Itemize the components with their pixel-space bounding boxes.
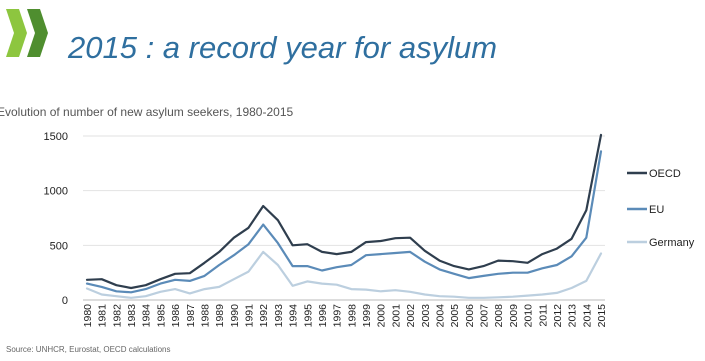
x-tick-label: 1995 xyxy=(302,304,314,328)
oecd-logo-chevron-left xyxy=(6,9,27,57)
x-tick-label: 1987 xyxy=(185,304,197,328)
legend: OECD EU Germany xyxy=(627,168,695,249)
x-tick-label: 1985 xyxy=(155,304,167,328)
x-tick-label: 1981 xyxy=(97,304,109,328)
x-tick-label: 2008 xyxy=(493,304,505,328)
y-tick-labels: 0 500 1000 1500 xyxy=(44,131,68,307)
x-tick-label: 1994 xyxy=(288,304,300,328)
x-tick-label: 1998 xyxy=(346,304,358,328)
x-tick-label: 2013 xyxy=(567,304,579,328)
x-tick-label: 2012 xyxy=(552,304,564,328)
x-tick-label: 2000 xyxy=(376,304,388,328)
legend-label-eu: EU xyxy=(649,204,664,216)
y-tick-label: 1500 xyxy=(44,131,68,143)
y-tick-label: 1000 xyxy=(44,186,68,198)
series-line-germany xyxy=(85,250,603,299)
x-tick-label: 1990 xyxy=(229,304,241,328)
legend-label-germany: Germany xyxy=(649,237,695,249)
x-tick-label: 1996 xyxy=(317,304,329,328)
y-tick-label: 500 xyxy=(50,240,68,252)
x-tick-label: 1982 xyxy=(111,304,123,328)
x-tick-label: 2015 xyxy=(596,304,608,328)
x-tick-label: 2001 xyxy=(390,304,402,328)
x-tick-label: 1988 xyxy=(199,304,211,328)
x-tick-label: 2002 xyxy=(405,304,417,328)
oecd-logo xyxy=(6,9,48,57)
x-tick-label: 2007 xyxy=(479,304,491,328)
x-tick-label: 1984 xyxy=(141,304,153,328)
x-tick-label: 2010 xyxy=(523,304,535,328)
x-tick-label: 2003 xyxy=(420,304,432,328)
series-line-oecd xyxy=(85,133,603,290)
chart-subtitle: Evolution of number of new asylum seeker… xyxy=(0,105,294,119)
y-tick-label: 0 xyxy=(62,295,68,307)
x-tick-label: 2005 xyxy=(449,304,461,328)
x-tick-label: 1986 xyxy=(170,304,182,328)
source-note: Source: UNHCR, Eurostat, OECD calculatio… xyxy=(6,345,171,354)
x-tick-label: 2006 xyxy=(464,304,476,328)
grid-lines xyxy=(83,135,605,301)
x-tick-label: 2009 xyxy=(508,304,520,328)
x-tick-label: 1992 xyxy=(258,304,270,328)
x-tick-label: 2014 xyxy=(581,304,593,328)
x-tick-label: 1997 xyxy=(332,304,344,328)
legend-label-oecd: OECD xyxy=(649,168,681,180)
x-tick-label: 2004 xyxy=(434,304,446,328)
series-lines xyxy=(85,133,603,299)
x-tick-label: 1989 xyxy=(214,304,226,328)
series-line-eu xyxy=(85,150,603,294)
x-tick-label: 1993 xyxy=(273,304,285,328)
x-tick-label: 1980 xyxy=(82,304,94,328)
slide-title: 2015 : a record year for asylum xyxy=(68,30,498,65)
x-tick-label: 1991 xyxy=(244,304,256,328)
oecd-logo-chevron-right xyxy=(27,9,48,57)
x-tick-label: 2011 xyxy=(537,304,549,327)
x-tick-labels: 1980 1981 1982 1983 1984 1985 1986 1987 1988 1989… xyxy=(82,304,608,328)
x-tick-label: 1999 xyxy=(361,304,373,328)
x-tick-label: 1983 xyxy=(126,304,138,328)
